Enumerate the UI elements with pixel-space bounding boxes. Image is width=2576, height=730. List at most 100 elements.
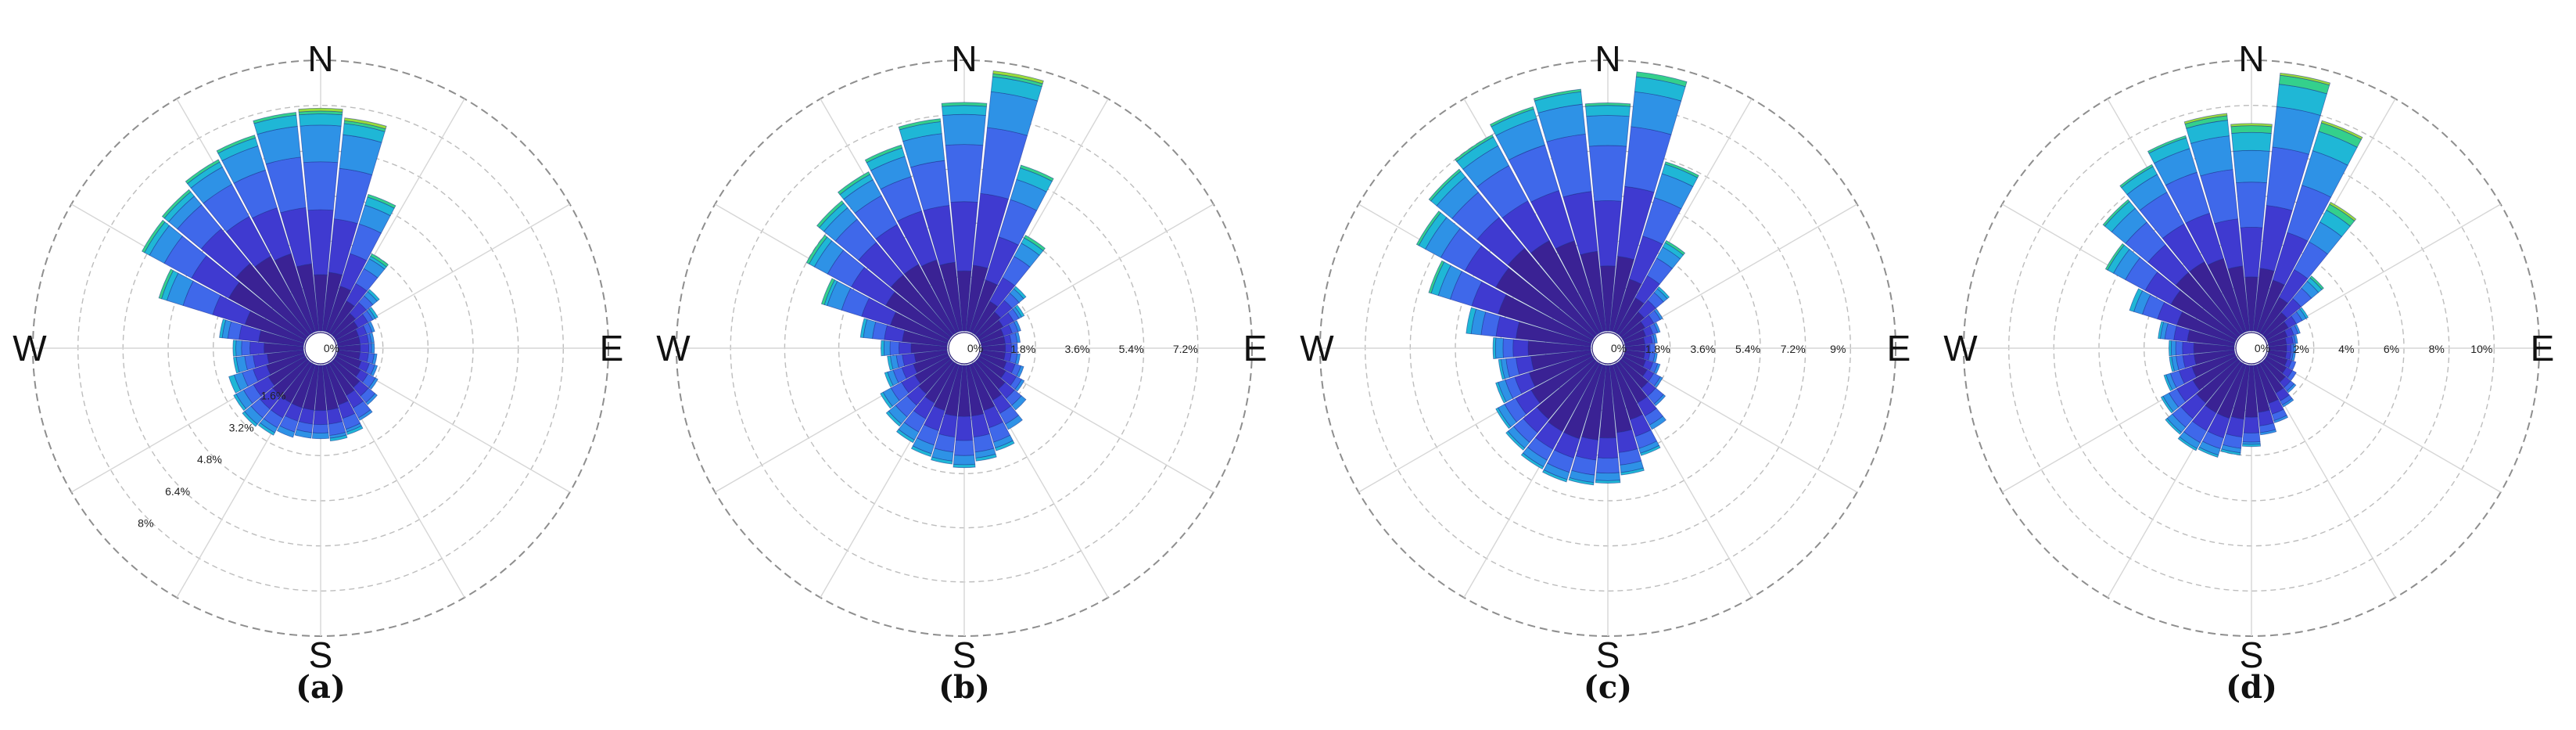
- petal-segment: [312, 423, 329, 433]
- petal-segment: [2293, 334, 2298, 344]
- ring-label: 8%: [138, 517, 153, 530]
- petal-segment: [1005, 415, 1023, 430]
- petal-segment: [346, 425, 364, 436]
- ring-label: 0%: [1611, 342, 1627, 354]
- petal-segment: [953, 463, 976, 469]
- ring-labels: 0% 2% 4% 6% 8% 10%: [2255, 342, 2492, 355]
- petal-segment: [2233, 149, 2270, 184]
- wind-rose-panel: 0% 1.8% 3.6% 5.4% 7.2% N E S W (b): [644, 0, 1287, 730]
- petal-segment: [1595, 472, 1621, 481]
- petal-segment: [1498, 358, 1505, 380]
- petal-segment: [368, 343, 372, 354]
- petal-segment: [1653, 308, 1663, 321]
- petal-segment: [1635, 71, 1688, 88]
- petal-segment: [2102, 199, 2130, 227]
- caption-b: (b): [938, 669, 990, 706]
- petal-segment: [2286, 343, 2292, 353]
- ring-label: 1.8%: [1645, 343, 1670, 355]
- petal-segment: [1489, 106, 1534, 128]
- petal-segment: [161, 189, 192, 219]
- cardinal-e: E: [600, 328, 624, 369]
- petal-segment: [276, 425, 296, 438]
- petal-segment: [1415, 210, 1441, 246]
- ring-label: 9%: [1830, 343, 1846, 355]
- petal-segment: [1656, 286, 1670, 300]
- wind-rose-panel: 0% 2% 4% 6% 8% 10% N E S W (d): [1931, 0, 2574, 730]
- petal-segment: [883, 340, 891, 356]
- ring-label: 1.6%: [260, 390, 285, 402]
- petal-segment: [158, 268, 174, 300]
- ring-labels: 0% 1.8% 3.6% 5.4% 7.2% 9%: [1611, 342, 1846, 355]
- petal-segment: [942, 113, 986, 146]
- petal-segment: [1505, 430, 1526, 451]
- ring-label: 6.4%: [165, 485, 190, 498]
- petal-segment: [2309, 275, 2324, 290]
- caption-c: (c): [1583, 669, 1633, 706]
- petal-segment: [1653, 363, 1661, 375]
- petal-segment: [1495, 407, 1512, 430]
- wind-rose-d: 0% 2% 4% 6% 8% 10% N E S W: [1943, 38, 2554, 675]
- petal-segment: [367, 289, 380, 302]
- cardinal-labels: N E S W: [1300, 38, 1910, 675]
- petal-segment: [1653, 376, 1663, 388]
- petal-segment: [820, 278, 835, 306]
- cardinal-s: S: [1596, 635, 1620, 675]
- petal-segment: [368, 377, 379, 390]
- petal-segment: [2329, 201, 2357, 221]
- petal-segment: [2281, 397, 2294, 408]
- petal-segment: [1512, 339, 1529, 358]
- petal-segment: [1586, 115, 1630, 147]
- petal-segment: [2230, 123, 2273, 128]
- petal-segment: [253, 112, 297, 124]
- petal-segment: [367, 193, 396, 209]
- petal-segment: [228, 374, 242, 394]
- cardinal-w: W: [1300, 328, 1334, 369]
- petal-segment: [2293, 343, 2296, 353]
- caption-d: (d): [2226, 669, 2277, 706]
- petal-segment: [2286, 383, 2297, 394]
- petal-segment: [1016, 365, 1024, 378]
- petal-segment: [816, 200, 845, 228]
- ring-labels: 0% 1.8% 3.6% 5.4% 7.2%: [967, 342, 1198, 355]
- petal-segment: [1455, 134, 1494, 162]
- petal-segment: [2241, 443, 2262, 448]
- petal-segment: [931, 456, 953, 465]
- center-hole: [304, 332, 337, 365]
- petals: [2102, 72, 2363, 458]
- ring-label: 8%: [2429, 343, 2445, 355]
- petals: [805, 70, 1054, 469]
- petal-segment: [235, 340, 242, 357]
- cardinal-s: S: [953, 635, 977, 675]
- petal-segment: [1664, 239, 1686, 256]
- petal-segment: [2183, 113, 2228, 125]
- petal-segment: [368, 307, 379, 319]
- petal-segment: [837, 171, 871, 196]
- cardinal-labels: N E S W: [1943, 38, 2554, 675]
- cardinal-n: N: [2238, 38, 2264, 79]
- petal-segment: [2299, 307, 2309, 319]
- ring-label: 1.8%: [1010, 343, 1035, 355]
- petal-segment: [1568, 476, 1595, 486]
- petal-segment: [2294, 324, 2301, 335]
- petal-segment: [294, 429, 313, 439]
- ring-labels: 0% 1.6% 3.2% 4.8% 6.4% 8%: [138, 342, 339, 530]
- ring-label: 0%: [324, 342, 339, 354]
- petal-segment: [2280, 72, 2331, 86]
- petal-segment: [2119, 164, 2154, 189]
- petal-segment: [1588, 145, 1627, 202]
- petal-segment: [2236, 182, 2267, 228]
- petal-segment: [1653, 322, 1661, 333]
- petal-segment: [357, 409, 373, 421]
- petal-segment: [2165, 418, 2182, 435]
- petal-segment: [2287, 360, 2297, 371]
- petal-segment: [216, 135, 257, 154]
- petal-segment: [185, 159, 221, 185]
- ring-label: 0%: [2255, 342, 2270, 354]
- petal-segment: [2170, 340, 2176, 356]
- petal-segment: [2168, 340, 2172, 357]
- petal-segment: [1428, 260, 1445, 294]
- cardinal-e: E: [1887, 328, 1911, 369]
- petal-segment: [895, 429, 915, 444]
- ring-label: 4.8%: [197, 453, 222, 466]
- petal-segment: [298, 107, 343, 113]
